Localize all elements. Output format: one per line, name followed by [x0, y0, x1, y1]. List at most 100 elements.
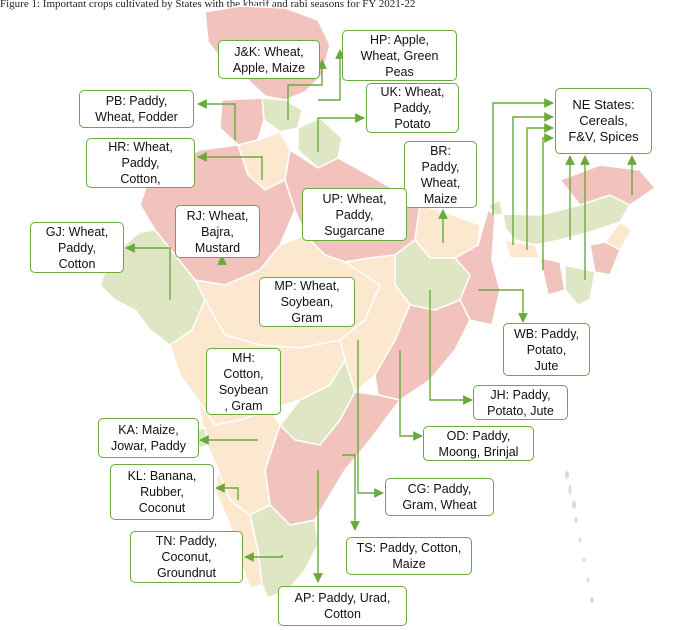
label-line: Paddy, — [393, 101, 432, 115]
arrow-kl — [215, 483, 239, 500]
label-line: Wheat, Green — [360, 48, 439, 63]
arrow-ne1 — [492, 98, 554, 215]
label-line: Soybean, — [280, 295, 334, 309]
region-manipur — [589, 241, 621, 276]
label-line: BR: — [430, 143, 451, 158]
label-cg: CG: Paddy, Gram, Wheat — [385, 478, 494, 516]
label-line: F&V, Spices — [568, 129, 639, 144]
label-line: Potato, Jute — [487, 403, 554, 418]
label-line: GJ: Wheat, — [45, 224, 109, 239]
label-hp: HP: Apple, Wheat, Green Peas — [342, 30, 457, 81]
label-ne-states: NE States: Cereals, F&V, Spices — [555, 88, 652, 154]
arrow-jk — [287, 59, 327, 120]
arrow-tn — [244, 552, 283, 562]
label-line: Bajra, — [201, 224, 234, 239]
label-line: Cotton — [324, 607, 361, 621]
label-line: Rubber, — [140, 485, 184, 499]
region-pb — [219, 97, 265, 146]
region-mizoram — [564, 264, 596, 306]
label-line: Paddy, — [335, 207, 374, 222]
label-line: Wheat, Fodder — [95, 110, 178, 124]
label-line: Groundnut — [156, 566, 217, 580]
label-up: UP: Wheat, Paddy, Sugarcane — [302, 188, 407, 241]
label-line: Sugarcane — [324, 223, 385, 238]
arrow-hr — [197, 152, 263, 180]
label-line: Paddy, — [58, 240, 96, 255]
label-line: TN: Paddy, — [155, 534, 218, 548]
label-line: Cotton, — [120, 172, 161, 186]
label-gj: GJ: Wheat, Paddy, Cotton — [30, 222, 124, 273]
label-ts: TS: Paddy, Cotton, Maize — [346, 537, 472, 575]
label-line: JH: Paddy, — [490, 387, 551, 402]
arrow-uk — [317, 113, 365, 152]
label-line: UP: Wheat, — [322, 191, 387, 206]
label-line: HP: Apple, — [369, 32, 430, 47]
andaman-nicobar-islands — [565, 471, 594, 603]
label-line: Peas — [385, 64, 414, 79]
region-tripura — [539, 257, 566, 296]
region-ka — [197, 399, 281, 516]
label-line: Soybean — [218, 382, 269, 397]
connector-arrows — [125, 49, 637, 583]
label-line: RJ: Wheat, — [186, 208, 249, 223]
label-ka: KA: Maize, Jowar, Paddy — [98, 418, 199, 458]
label-line: MH: — [232, 350, 255, 365]
label-line: Gram — [291, 311, 323, 325]
arrow-gj — [125, 243, 171, 300]
label-line: TS: Paddy, Cotton, — [356, 541, 462, 555]
label-wb: WB: Paddy, Potato, Jute — [503, 323, 590, 376]
label-line: , Gram — [224, 398, 263, 413]
label-br: BR: Paddy, Wheat, Maize — [404, 141, 477, 208]
label-line: WB: Paddy, — [513, 326, 580, 341]
label-line: PB: Paddy, — [105, 94, 168, 108]
label-line: J&K: Wheat, — [234, 44, 304, 59]
label-mh: MH: Cotton, Soybean, Gram — [206, 348, 281, 415]
label-line: Cotton, — [223, 366, 264, 381]
label-tn: TN: Paddy, Coconut, Groundnut — [130, 531, 243, 583]
label-line: Potato — [394, 117, 431, 131]
label-od: OD: Paddy, Moong, Brinjal — [423, 426, 534, 461]
label-ap: AP: Paddy, Urad, Cotton — [278, 586, 407, 626]
label-line: Paddy, — [421, 159, 460, 174]
arrow-pb — [197, 99, 236, 140]
label-pb: PB: Paddy, Wheat, Fodder — [79, 90, 194, 128]
label-line: HR: Wheat, — [108, 140, 173, 154]
figure-caption: Figure 1: Important crops cultivated by … — [0, 0, 416, 10]
region-od — [374, 299, 471, 401]
label-line: UK: Wheat, — [380, 85, 445, 99]
label-line: Paddy, — [121, 156, 160, 170]
label-line: Coconut — [138, 501, 186, 515]
label-line: KL: Banana, — [127, 469, 197, 483]
arrow-cg — [357, 340, 384, 498]
label-line: Cereals, — [579, 113, 628, 128]
label-line: Cotton — [58, 256, 96, 271]
label-line: Apple, Maize — [232, 60, 306, 75]
label-line: Wheat, — [420, 175, 461, 190]
label-rj: RJ: Wheat, Bajra, Mustard — [175, 205, 260, 258]
arrow-hp — [318, 49, 345, 101]
label-line: Gram, Wheat — [402, 498, 477, 512]
label-line: MP: Wheat, — [274, 279, 340, 293]
label-line: NE States: — [572, 97, 635, 112]
label-line: AP: Paddy, Urad, — [294, 591, 391, 605]
arrow-od — [399, 350, 423, 441]
arrow-wb — [478, 289, 528, 323]
label-kl: KL: Banana, Rubber, Coconut — [110, 464, 214, 520]
region-hp — [261, 97, 303, 133]
arrow-jh — [429, 290, 473, 405]
label-line: Moong, Brinjal — [438, 444, 519, 459]
label-line: Potato, — [526, 342, 567, 357]
label-line: Jute — [534, 358, 559, 373]
label-mp: MP: Wheat, Soybean, Gram — [259, 277, 355, 327]
label-jh: JH: Paddy, Potato, Jute — [473, 385, 568, 420]
label-line: CG: Paddy, — [407, 482, 472, 496]
label-line: Mustard — [194, 240, 241, 255]
label-line: Jowar, Paddy — [110, 439, 187, 453]
region-tn — [249, 504, 319, 599]
label-line: Maize — [423, 191, 458, 206]
label-uk: UK: Wheat, Paddy, Potato — [366, 83, 459, 133]
label-hr: HR: Wheat, Paddy, Cotton, — [86, 138, 195, 188]
label-line: OD: Paddy, — [446, 428, 511, 443]
arrow-ne3 — [526, 123, 554, 250]
arrow-ne2 — [512, 112, 554, 245]
